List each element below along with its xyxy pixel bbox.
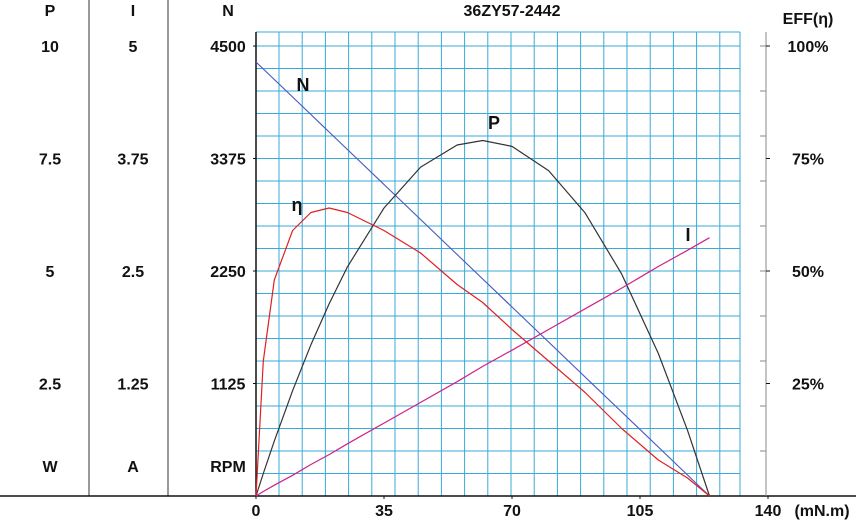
y-tick-label: 75% (792, 152, 824, 169)
axis-unit: RPM (210, 459, 246, 476)
y-tick-label: 2.5 (39, 377, 61, 394)
series-line (255, 207, 710, 497)
y-tick-label: 50% (792, 264, 824, 281)
chart-title: 36ZY57-2442 (464, 3, 561, 20)
axis-title: P (45, 3, 56, 20)
axis-title: I (131, 3, 135, 20)
y-tick-label: 5 (129, 39, 138, 56)
y-tick-label: 2.5 (122, 264, 144, 281)
y-tick-label: 4500 (210, 39, 246, 56)
y-tick-label: 1125 (211, 377, 246, 394)
axis-title: N (222, 3, 234, 20)
y-tick-label: 100% (788, 39, 829, 56)
x-tick-label: 35 (375, 503, 393, 520)
x-tick-label: 70 (503, 503, 521, 520)
y-tick-label: 2250 (210, 264, 246, 281)
y-tick-label: 7.5 (39, 152, 61, 169)
y-tick-label: 25% (792, 377, 824, 394)
series-line (255, 61, 710, 497)
series-label: N (297, 75, 310, 95)
axis-unit: W (42, 459, 58, 476)
series-label: P (488, 113, 500, 133)
series-line (255, 139, 711, 497)
x-axis-label: (mN.m) (794, 503, 849, 520)
x-tick-label: 105 (627, 503, 654, 520)
series-label: η (292, 195, 303, 215)
x-tick-label: 0 (252, 503, 261, 520)
x-tick-label: 140 (755, 503, 782, 520)
series-label: I (685, 225, 690, 245)
axis-unit: A (127, 459, 139, 476)
y-tick-label: 1.25 (117, 377, 148, 394)
series-line (255, 237, 710, 497)
axis-title: EFF(η) (783, 11, 834, 28)
y-tick-label: 3375 (210, 152, 246, 169)
y-tick-label: 5 (46, 264, 55, 281)
y-tick-label: 10 (41, 39, 59, 56)
y-tick-label: 3.75 (117, 152, 148, 169)
